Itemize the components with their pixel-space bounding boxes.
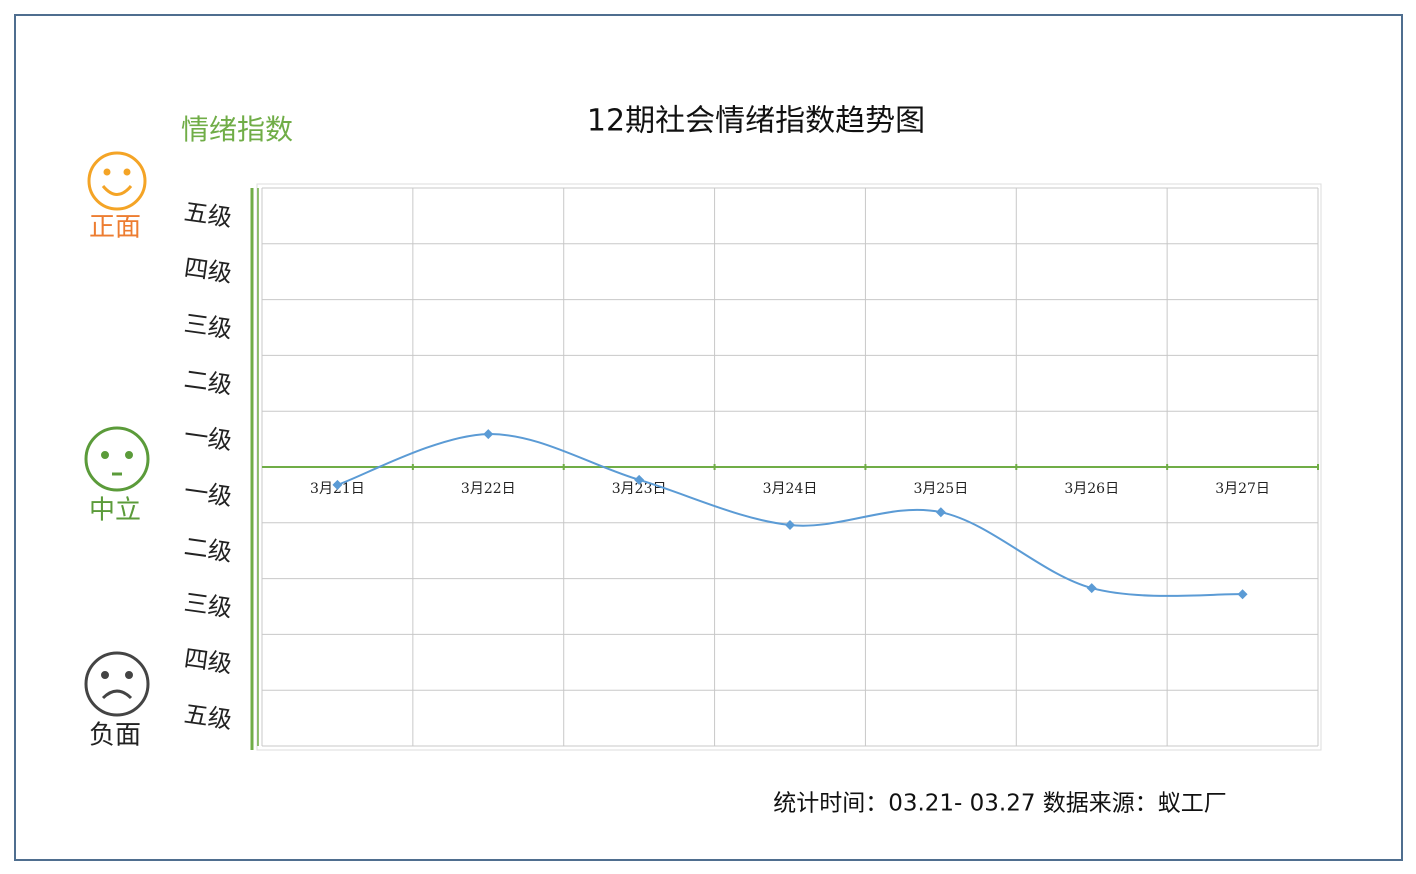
sentiment-label: 中立 [89,496,141,526]
y-tick-label: 四级 [182,254,233,288]
y-tick-label: 二级 [182,365,233,399]
x-tick-label: 3月22日 [461,481,516,497]
x-tick-label: 3月27日 [1215,481,1270,497]
y-axis-title: 情绪指数 [181,113,293,146]
y-tick-label: 一级 [182,421,233,455]
neutral-face [84,426,150,492]
y-tick-label: 一级 [182,477,233,511]
y-tick-label: 五级 [182,198,233,232]
point [332,479,343,490]
sentiment-label: 正面 [89,213,141,243]
happy-face [87,151,147,211]
x-tick-label: 3月24日 [763,481,818,497]
point [1086,583,1097,594]
y-tick-label: 二级 [182,533,233,567]
y-tick-label: 五级 [182,700,233,734]
y-tick-label: 三级 [182,588,233,622]
point [483,429,494,440]
sad-face [84,651,150,717]
frame [14,14,1403,861]
series-line [337,433,1243,597]
y-tick-label: 四级 [182,644,233,678]
x-tick-label: 3月26日 [1064,481,1119,497]
plot-border [256,183,1322,751]
point [1237,589,1248,600]
point [935,507,946,518]
footer: 统计时间：03.21- 03.27 数据来源：蚁工厂 [773,791,1227,817]
point [785,520,795,531]
point [634,474,645,485]
chart-title: 12期社会情绪指数趋势图 [587,104,925,139]
y-tick-label: 三级 [182,309,233,343]
sentiment-label: 负面 [89,721,141,751]
x-tick-label: 3月25日 [913,481,968,497]
